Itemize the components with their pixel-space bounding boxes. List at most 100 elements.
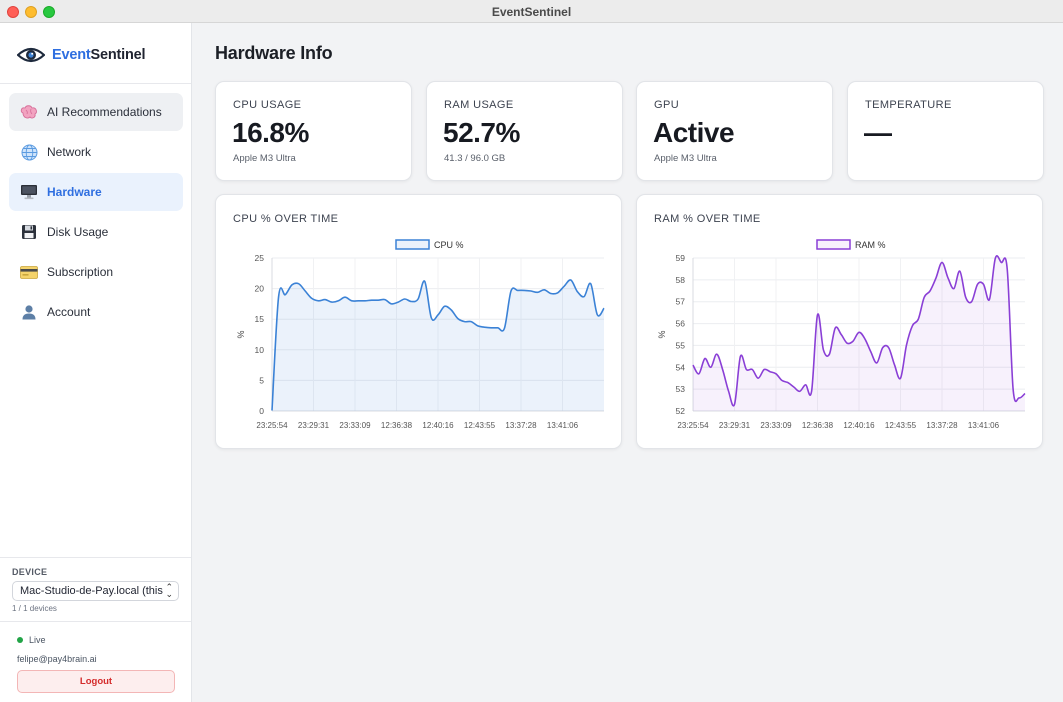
brand-name-rest: Sentinel [90,47,146,63]
sidebar-item-label: Hardware [47,185,102,199]
series-line [271,279,605,411]
stat-value: — [864,117,892,148]
x-tick-label: 23:25:54 [677,421,709,430]
sidebar-item-label: Subscription [47,265,114,279]
window-minimize-button[interactable] [25,6,37,18]
legend-swatch [395,239,430,250]
y-tick-label: 56 [676,319,686,329]
stat-value: Active [653,117,735,148]
y-tick-label: 10 [255,345,265,355]
stat-label: CPU USAGE [233,99,302,111]
x-tick-label: 23:29:31 [719,421,751,430]
y-axis-label: % [657,330,667,338]
x-tick-label: 12:40:16 [843,421,875,430]
x-tick-label: 12:36:38 [381,421,413,430]
cpu-chart-card: 0 5 10 15 20 25 23:25:54 23:29:31 23:33:09 12:36:… [215,194,622,449]
sidebar-divider [0,557,191,558]
window-close-button[interactable] [7,6,19,18]
logout-button[interactable]: Logout [17,670,175,693]
stat-subtitle: 41.3 / 96.0 GB [444,153,506,164]
stat-subtitle: Apple M3 Ultra [654,153,717,164]
sidebar-item-hardware[interactable]: Hardware [9,173,183,211]
sidebar-divider [0,621,191,622]
sidebar-item-account[interactable]: Account [9,293,183,331]
legend-swatch [816,239,851,250]
page-title: Hardware Info [215,43,333,63]
legend-label: RAM % [855,240,886,250]
x-tick-label: 12:43:55 [885,421,917,430]
x-tick-label: 13:37:28 [505,421,537,430]
y-tick-label: 57 [676,297,686,307]
brand-name: EventSentinel [52,47,146,63]
sidebar-item-disk-usage[interactable]: Disk Usage [9,213,183,251]
x-tick-label: 13:41:06 [547,421,579,430]
stat-value: 52.7% [443,117,520,148]
ram-line-chart: 52 53 54 55 56 57 58 59 23:25:54 23:29:31 23:33:09… [657,239,1026,430]
brand-name-accent: Event [52,47,91,63]
y-tick-label: 55 [676,340,686,350]
x-tick-label: 13:41:06 [968,421,1000,430]
floppy-disk-icon [19,223,39,241]
sidebar-item-label: AI Recommendations [47,105,162,119]
chevron-up-down-icon: ⌃ ⌄ [165,582,173,599]
stat-label: GPU [654,99,680,111]
brain-icon [19,103,39,121]
x-tick-label: 23:29:31 [298,421,330,430]
sidebar-item-subscription[interactable]: Subscription [9,253,183,291]
sidebar-item-label: Network [47,145,92,159]
legend-label: CPU % [434,240,464,250]
x-tick-label: 23:25:54 [256,421,288,430]
live-status-label: Live [29,635,46,645]
stat-card-cpu: CPU USAGE 16.8% Apple M3 Ultra [215,81,412,181]
y-tick-label: 25 [255,253,265,263]
y-tick-label: 58 [676,275,686,285]
device-select[interactable]: Mac-Studio-de-Pay.local (this ⌃ ⌄ [12,581,179,601]
user-email: felipe@pay4brain.ai [17,654,97,664]
y-axis-label: % [236,330,246,338]
sidebar-item-label: Account [47,305,91,319]
sidebar-item-label: Disk Usage [47,225,109,239]
sidebar-divider [0,83,191,84]
credit-card-icon [19,263,39,281]
stat-subtitle: Apple M3 Ultra [233,153,296,164]
stat-value: 16.8% [232,117,309,148]
main-content: Hardware Info CPU USAGE 16.8% Apple M3 U… [192,23,1063,702]
live-status: Live [17,635,46,645]
monitor-icon [19,183,39,201]
x-tick-label: 12:40:16 [422,421,454,430]
series-line [692,255,1026,407]
y-tick-label: 59 [676,253,686,263]
y-tick-label: 5 [259,375,264,385]
x-tick-label: 12:43:55 [464,421,496,430]
window-titlebar: EventSentinel [0,0,1063,23]
device-count: 1 / 1 devices [12,604,57,613]
sidebar-item-network[interactable]: Network [9,133,183,171]
y-tick-label: 54 [676,362,686,372]
series-area [272,279,604,411]
y-tick-label: 53 [676,384,686,394]
sidebar-item-ai-recommendations[interactable]: AI Recommendations [9,93,183,131]
window-title: EventSentinel [491,5,572,19]
stat-card-gpu: GPU Active Apple M3 Ultra [636,81,833,181]
series-area [693,255,1025,411]
user-icon [19,303,39,321]
x-tick-label: 13:37:28 [926,421,958,430]
eye-icon [17,47,45,63]
x-tick-label: 12:36:38 [802,421,834,430]
ram-chart-card: 52 53 54 55 56 57 58 59 23:25:54 23:29:31 23:33:09… [636,194,1043,449]
sidebar: EventSentinel AI Recommendations Network… [0,23,192,702]
y-tick-label: 20 [255,284,265,294]
brand-logo: EventSentinel [17,45,146,65]
x-tick-label: 23:33:09 [760,421,792,430]
chart-title: CPU % OVER TIME [233,213,339,225]
sidebar-nav: AI Recommendations Network Hardware Disk… [9,93,183,333]
x-tick-label: 23:33:09 [339,421,371,430]
window-maximize-button[interactable] [43,6,55,18]
globe-icon [19,143,39,161]
stat-label: TEMPERATURE [865,99,952,111]
y-tick-label: 15 [255,314,265,324]
stat-label: RAM USAGE [444,99,514,111]
device-select-value: Mac-Studio-de-Pay.local (this [20,585,163,597]
stat-card-temperature: TEMPERATURE — [847,81,1044,181]
stat-card-ram: RAM USAGE 52.7% 41.3 / 96.0 GB [426,81,623,181]
